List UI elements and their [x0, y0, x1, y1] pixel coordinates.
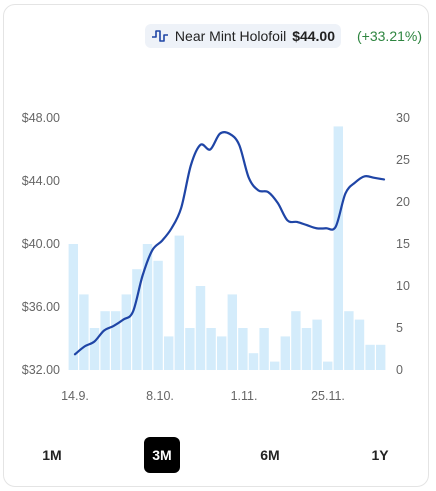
volume-bar — [312, 319, 322, 370]
y-right-tick-label: 15 — [396, 237, 410, 251]
chart-legend: Near Mint Holofoil $44.00 (+33.21%) — [144, 22, 422, 50]
volume-bar — [153, 260, 163, 370]
range-selector: 1M 3M 6M 1Y — [0, 437, 436, 473]
y-right-tick-label: 5 — [396, 321, 403, 335]
volume-bar — [344, 311, 354, 370]
y-axis-right: 30 25 20 15 10 5 0 — [396, 111, 410, 377]
price-volume-chart: $48.00 $44.00 $40.00 $36.00 $32.00 30 25 20 15 1… — [22, 111, 410, 403]
volume-bar — [206, 328, 216, 370]
y-left-tick-label: $48.00 — [22, 111, 60, 125]
range-1m-button[interactable]: 1M — [34, 437, 70, 473]
volume-bar — [323, 361, 333, 370]
volume-bar — [248, 353, 259, 370]
x-tick-label: 8.10. — [146, 389, 174, 403]
range-1y-button[interactable]: 1Y — [362, 437, 398, 473]
price-change: (+33.21%) — [357, 28, 422, 44]
x-axis: 14.9. 8.10. 1.11. 25.11. — [61, 389, 345, 403]
y-right-tick-label: 20 — [396, 195, 410, 209]
volume-bar — [217, 336, 227, 370]
volume-bar — [333, 126, 343, 371]
volume-bar — [195, 286, 206, 370]
legend-pill[interactable]: Near Mint Holofoil $44.00 — [144, 24, 342, 48]
volume-bar — [79, 294, 89, 370]
volume-bar — [291, 311, 301, 370]
volume-bar — [301, 328, 312, 370]
volume-bar — [238, 328, 248, 370]
volume-bar — [111, 311, 121, 370]
volume-bar — [164, 336, 174, 370]
range-3m-button[interactable]: 3M — [144, 437, 180, 473]
y-right-tick-label: 10 — [396, 279, 410, 293]
volume-bar — [132, 269, 142, 370]
y-left-tick-label: $40.00 — [22, 237, 60, 251]
volume-bar — [174, 235, 184, 370]
volume-bar — [354, 319, 365, 370]
volume-bar — [270, 361, 280, 370]
volume-bar — [100, 311, 110, 370]
volume-bar — [365, 344, 375, 370]
price-line — [73, 130, 386, 356]
y-left-tick-label: $44.00 — [22, 174, 60, 188]
volume-bar — [89, 328, 100, 370]
volume-bar — [142, 244, 153, 370]
volume-bar — [185, 328, 195, 370]
range-6m-button[interactable]: 6M — [252, 437, 288, 473]
legend-label: Near Mint Holofoil — [174, 28, 287, 44]
y-right-tick-label: 25 — [396, 153, 410, 167]
volume-bar — [121, 294, 131, 370]
y-right-tick-label: 0 — [396, 363, 403, 377]
volume-bar — [280, 336, 290, 370]
volume-bar — [227, 294, 237, 370]
y-left-tick-label: $36.00 — [22, 300, 60, 314]
volume-bar — [259, 328, 269, 370]
legend-price: $44.00 — [292, 28, 336, 44]
y-right-tick-label: 30 — [396, 111, 410, 125]
x-tick-label: 1.11. — [231, 389, 258, 403]
volume-bars — [68, 126, 386, 371]
price-line-layer — [73, 130, 386, 356]
y-axis-left: $48.00 $44.00 $40.00 $36.00 $32.00 — [22, 111, 60, 377]
y-left-tick-label: $32.00 — [22, 363, 60, 377]
x-tick-label: 14.9. — [61, 389, 89, 403]
price-chart-icon — [151, 30, 168, 42]
volume-bar — [376, 344, 386, 370]
volume-bar — [68, 244, 78, 370]
x-tick-label: 25.11. — [311, 389, 345, 403]
